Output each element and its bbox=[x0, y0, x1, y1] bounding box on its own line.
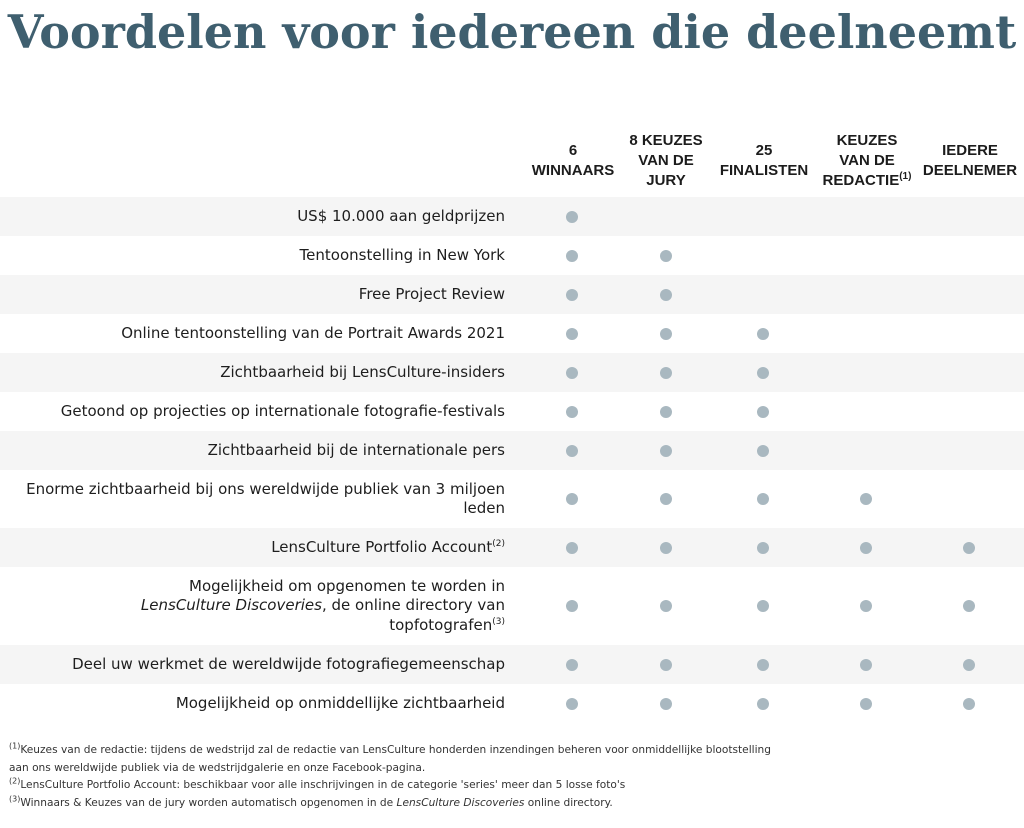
availability-dot bbox=[660, 658, 672, 671]
footnote-ref: (2) bbox=[492, 538, 505, 549]
footnote-ref: (3) bbox=[492, 616, 505, 627]
availability-dot bbox=[660, 493, 672, 505]
availability-dot bbox=[660, 444, 672, 457]
availability-dot bbox=[660, 697, 672, 710]
availability-dot bbox=[566, 444, 578, 457]
column-header-every-participant: IEDERE DEELNEMER bbox=[920, 124, 1020, 198]
table-row: Online tentoonstelling van de Portrait A… bbox=[0, 314, 1024, 353]
column-header-label: 25 FINALISTEN bbox=[719, 142, 809, 179]
benefit-label: Tentoonstelling in New York bbox=[299, 245, 505, 264]
page-title: Voordelen voor iedereen die deelneemt bbox=[7, 5, 1017, 59]
table-row: Free Project Review bbox=[0, 275, 1024, 314]
availability-dot bbox=[566, 210, 578, 223]
availability-dot bbox=[757, 600, 769, 612]
availability-dot bbox=[566, 493, 578, 505]
footnote-1: (1)Keuzes van de redactie: tijdens de we… bbox=[9, 741, 771, 756]
benefits-table: US$ 10.000 aan geldprijzen Tentoonstelli… bbox=[0, 197, 1024, 723]
availability-dot bbox=[566, 541, 578, 554]
column-header-editors: KEUZES VAN DE REDACTIE(1) bbox=[820, 124, 914, 198]
column-header-finalists: 25 FINALISTEN bbox=[714, 124, 814, 198]
availability-dot bbox=[860, 658, 872, 671]
availability-dot bbox=[860, 600, 872, 612]
benefit-label: Deel uw werkmet de wereldwijde fotografi… bbox=[72, 654, 505, 673]
column-header-label: 6 WINNAARS bbox=[531, 142, 615, 179]
availability-dot bbox=[757, 327, 769, 340]
benefit-label: Zichtbaarheid bij de internationale pers bbox=[207, 440, 505, 459]
column-header-winners: 6 WINNAARS bbox=[527, 124, 619, 198]
availability-dot bbox=[757, 541, 769, 554]
table-row: Zichtbaarheid bij LensCulture-insiders bbox=[0, 353, 1024, 392]
availability-dot bbox=[757, 658, 769, 671]
table-row: Mogelijkheid om opgenomen te worden in L… bbox=[0, 567, 1024, 645]
availability-dot bbox=[757, 405, 769, 418]
benefit-label: Getoond op projecties op internationale … bbox=[60, 401, 505, 420]
availability-dot bbox=[566, 405, 578, 418]
availability-dot bbox=[757, 493, 769, 505]
availability-dot bbox=[860, 541, 872, 554]
availability-dot bbox=[757, 366, 769, 379]
table-row: Zichtbaarheid bij de internationale pers bbox=[0, 431, 1024, 470]
footnote-1-continued: aan ons wereldwijde publiek via de wedst… bbox=[9, 761, 426, 774]
footnote-2: (2)LensCulture Portfolio Account: beschi… bbox=[9, 776, 626, 791]
availability-dot bbox=[660, 405, 672, 418]
availability-dot bbox=[566, 600, 578, 612]
benefit-label: Mogelijkheid op onmiddellijke zichtbaarh… bbox=[175, 693, 505, 712]
availability-dot bbox=[757, 697, 769, 710]
availability-dot bbox=[860, 493, 872, 505]
availability-dot bbox=[566, 288, 578, 301]
table-row: Getoond op projecties op internationale … bbox=[0, 392, 1024, 431]
table-row: Mogelijkheid op onmiddellijke zichtbaarh… bbox=[0, 684, 1024, 723]
table-row: Tentoonstelling in New York bbox=[0, 236, 1024, 275]
availability-dot bbox=[566, 366, 578, 379]
column-header-label: 8 KEUZES VAN DE JURY bbox=[629, 132, 703, 189]
benefit-label: LensCulture Portfolio Account(2) bbox=[271, 537, 505, 556]
availability-dot bbox=[660, 288, 672, 301]
availability-dot bbox=[660, 600, 672, 612]
availability-dot bbox=[757, 444, 769, 457]
availability-dot bbox=[963, 697, 975, 710]
footnotes: (1)Keuzes van de redactie: tijdens de we… bbox=[9, 742, 1009, 812]
benefit-label: Mogelijkheid om opgenomen te worden in L… bbox=[140, 576, 505, 634]
benefit-label: Enorme zichtbaarheid bij ons wereldwijde… bbox=[26, 479, 505, 518]
benefit-label: Zichtbaarheid bij LensCulture-insiders bbox=[220, 362, 505, 381]
availability-dot bbox=[566, 249, 578, 262]
column-header-label: KEUZES VAN DE REDACTIE(1) bbox=[822, 132, 912, 189]
availability-dot bbox=[660, 249, 672, 262]
discoveries-link-text: LensCulture Discoveries bbox=[140, 596, 322, 615]
availability-dot bbox=[566, 327, 578, 340]
table-row: Enorme zichtbaarheid bij ons wereldwijde… bbox=[0, 470, 1024, 528]
availability-dot bbox=[963, 658, 975, 671]
benefit-label: Free Project Review bbox=[358, 284, 505, 303]
footnote-3: (3)Winnaars & Keuzes van de jury worden … bbox=[9, 793, 613, 809]
footnote-ref: (1) bbox=[899, 171, 912, 182]
availability-dot bbox=[660, 366, 672, 379]
column-header-jury: 8 KEUZES VAN DE JURY bbox=[620, 124, 712, 198]
benefit-label: Online tentoonstelling van de Portrait A… bbox=[121, 323, 505, 342]
column-header-label: IEDERE DEELNEMER bbox=[922, 142, 1018, 179]
availability-dot bbox=[660, 541, 672, 554]
availability-dot bbox=[963, 541, 975, 554]
availability-dot bbox=[566, 697, 578, 710]
benefit-label: US$ 10.000 aan geldprijzen bbox=[297, 206, 505, 225]
availability-dot bbox=[860, 697, 872, 710]
availability-dot bbox=[963, 600, 975, 612]
availability-dot bbox=[566, 658, 578, 671]
table-row: US$ 10.000 aan geldprijzen bbox=[0, 197, 1024, 236]
availability-dot bbox=[660, 327, 672, 340]
table-row: Deel uw werkmet de wereldwijde fotografi… bbox=[0, 645, 1024, 684]
table-row: LensCulture Portfolio Account(2) bbox=[0, 528, 1024, 567]
